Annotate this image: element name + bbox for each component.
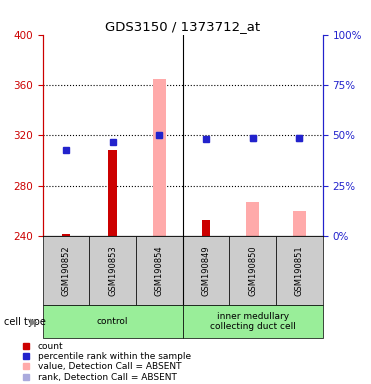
Text: GSM190853: GSM190853 xyxy=(108,245,117,296)
Text: rank, Detection Call = ABSENT: rank, Detection Call = ABSENT xyxy=(38,372,177,382)
Text: control: control xyxy=(97,317,128,326)
Text: GSM190849: GSM190849 xyxy=(201,245,211,296)
Bar xyxy=(229,236,276,305)
Bar xyxy=(276,236,323,305)
Title: GDS3150 / 1373712_at: GDS3150 / 1373712_at xyxy=(105,20,260,33)
Bar xyxy=(202,220,210,236)
Text: ▶: ▶ xyxy=(30,316,38,327)
Bar xyxy=(62,233,70,236)
Bar xyxy=(183,236,229,305)
Text: GSM190852: GSM190852 xyxy=(62,245,70,296)
Text: GSM190854: GSM190854 xyxy=(155,245,164,296)
Text: inner medullary
collecting duct cell: inner medullary collecting duct cell xyxy=(210,312,296,331)
Text: percentile rank within the sample: percentile rank within the sample xyxy=(38,352,191,361)
Text: GSM190850: GSM190850 xyxy=(248,245,257,296)
Text: value, Detection Call = ABSENT: value, Detection Call = ABSENT xyxy=(38,362,181,371)
Bar xyxy=(89,236,136,305)
Bar xyxy=(246,202,259,236)
Text: cell type: cell type xyxy=(4,316,46,327)
Bar xyxy=(153,79,166,236)
Bar xyxy=(183,305,323,338)
Text: count: count xyxy=(38,342,63,351)
Bar xyxy=(43,305,183,338)
Bar xyxy=(108,151,117,236)
Bar xyxy=(293,211,306,236)
Bar xyxy=(43,236,89,305)
Bar xyxy=(136,236,183,305)
Text: GSM190851: GSM190851 xyxy=(295,245,304,296)
